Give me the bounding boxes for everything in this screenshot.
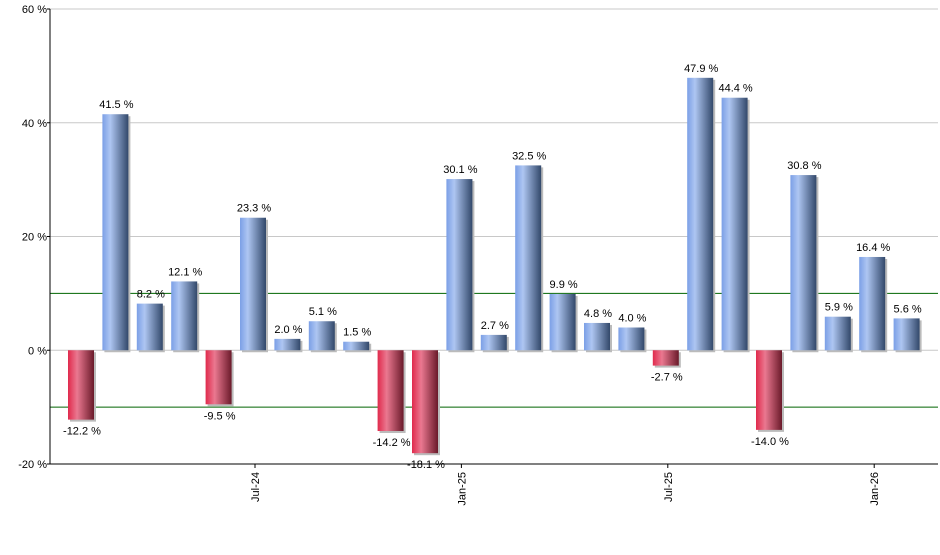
bar xyxy=(652,350,679,366)
bar xyxy=(343,341,370,351)
bar xyxy=(480,334,507,351)
data-label: 4.8 % xyxy=(584,308,612,320)
data-label: 32.5 % xyxy=(512,150,546,162)
bar xyxy=(240,217,266,351)
bar xyxy=(412,350,438,454)
bar xyxy=(618,327,645,351)
bars: -12.2 % 41.5 % 8.2 %12.1 % -9.5 % 23.3 % 2.0 … xyxy=(63,63,922,471)
data-label: 30.1 % xyxy=(443,164,477,176)
data-label: 44.4 % xyxy=(718,83,752,95)
y-tick-label: 0 % xyxy=(28,345,47,357)
bar xyxy=(721,97,748,351)
bar xyxy=(446,179,473,351)
bar xyxy=(205,350,232,405)
data-label: 12.1 % xyxy=(168,266,202,278)
x-tick-label: Jul-24 xyxy=(250,472,262,502)
bar xyxy=(687,77,714,351)
data-label: 2.0 % xyxy=(274,324,302,336)
data-label: 5.6 % xyxy=(894,303,922,315)
bar xyxy=(171,281,198,351)
data-label: -12.2 % xyxy=(63,426,101,438)
data-label: -9.5 % xyxy=(204,410,236,422)
axes: -20 % 0 % 20 % 40 % 60 % Jul-24 Jan-25 Jul-25 Ja… xyxy=(18,4,938,506)
bar xyxy=(859,256,886,351)
bar xyxy=(893,318,920,351)
bar xyxy=(756,350,782,430)
bar xyxy=(136,303,163,351)
data-label: 16.4 % xyxy=(856,242,890,254)
data-label: 8.2 % xyxy=(137,289,165,301)
bar xyxy=(584,322,610,351)
bar xyxy=(68,350,94,420)
data-label: 9.9 % xyxy=(550,279,578,291)
bar xyxy=(274,338,301,351)
bar xyxy=(824,316,851,351)
data-label: 2.7 % xyxy=(481,320,509,332)
data-label: -18.1 % xyxy=(407,459,445,471)
bar xyxy=(308,321,335,351)
y-tick-label: -20 % xyxy=(18,459,47,471)
data-label: 5.9 % xyxy=(825,302,853,314)
bar xyxy=(377,350,404,432)
y-tick-label: 40 % xyxy=(22,118,47,130)
bar xyxy=(549,293,576,351)
data-label: -14.2 % xyxy=(373,437,411,449)
data-label: -14.0 % xyxy=(751,436,789,448)
x-tick-label: Jan-25 xyxy=(456,472,468,506)
bar xyxy=(515,165,542,351)
data-label: 41.5 % xyxy=(99,99,133,111)
data-label: 5.1 % xyxy=(309,306,337,318)
data-label: 1.5 % xyxy=(343,327,371,339)
data-label: 47.9 % xyxy=(684,63,718,75)
y-tick-label: 20 % xyxy=(22,232,47,244)
bar xyxy=(102,114,129,351)
data-label: 30.8 % xyxy=(787,160,821,172)
data-label: 4.0 % xyxy=(618,313,646,325)
y-tick-label: 60 % xyxy=(22,4,47,16)
x-tick-label: Jan-26 xyxy=(869,472,881,506)
data-label: -2.7 % xyxy=(651,372,683,384)
data-label: 23.3 % xyxy=(237,203,271,215)
bar xyxy=(790,175,817,351)
x-tick-label: Jul-25 xyxy=(663,472,675,502)
